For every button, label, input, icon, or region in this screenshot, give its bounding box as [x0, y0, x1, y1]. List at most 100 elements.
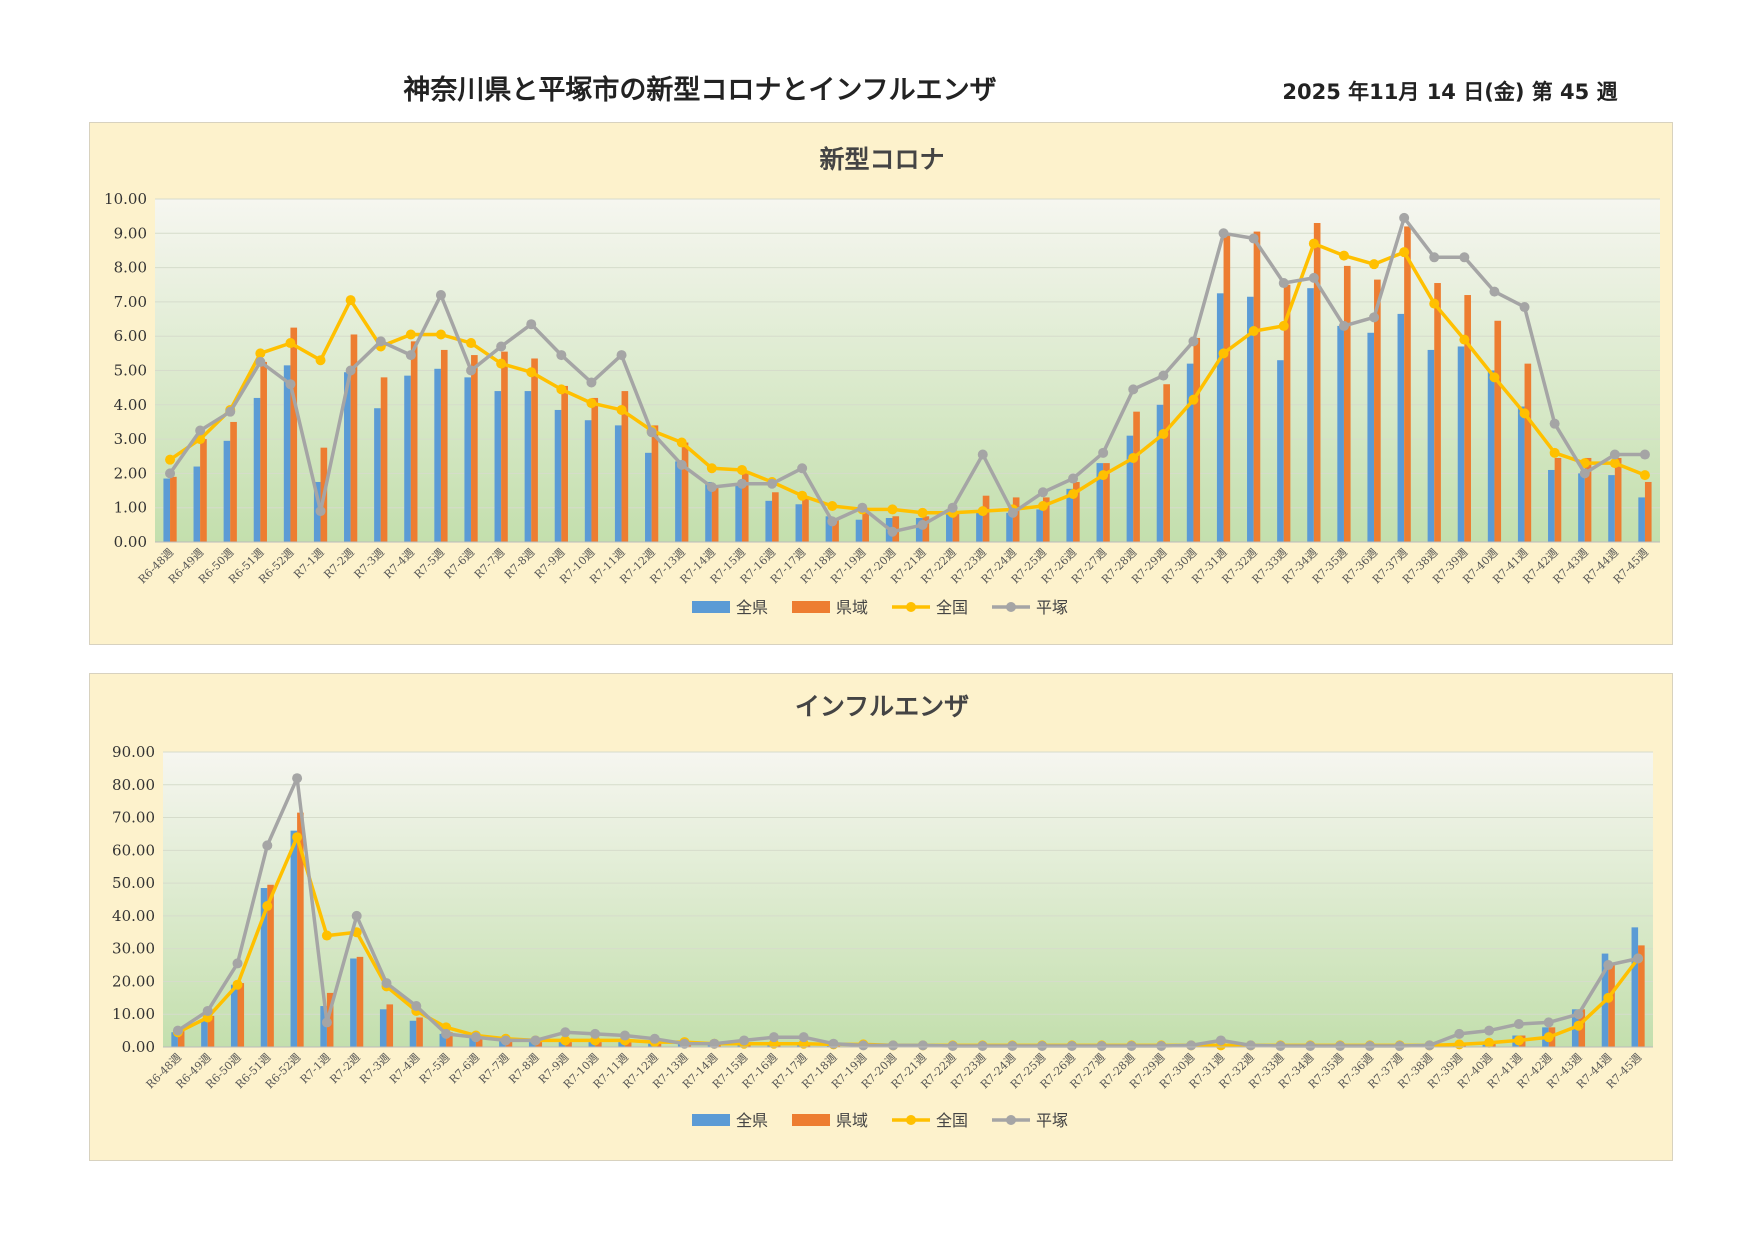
point-hiratsuka: [947, 502, 958, 513]
bar-kenjo: [982, 495, 990, 542]
bar-kenjo: [267, 884, 274, 1047]
bar-zenken: [976, 511, 983, 542]
legend-marker: [906, 1115, 916, 1125]
point-hiratsuka: [1454, 1028, 1465, 1039]
point-zenkoku: [706, 463, 717, 474]
bar-kenjo: [297, 812, 304, 1047]
point-hiratsuka: [1338, 320, 1349, 331]
y-tick-label: 3.00: [114, 430, 147, 448]
bar-kenjo: [1313, 223, 1321, 542]
point-zenkoku: [315, 355, 326, 366]
bar-kenjo: [1464, 295, 1471, 542]
point-hiratsuka: [590, 1028, 601, 1039]
x-tick-label: R7-6週: [442, 546, 477, 581]
bar-kenjo: [200, 439, 207, 542]
x-tick-label: R7-8週: [502, 546, 537, 581]
bar-kenjo: [1614, 457, 1622, 542]
bar-zenken: [554, 409, 562, 542]
bar-zenken: [825, 516, 833, 542]
point-zenkoku: [1454, 1039, 1465, 1050]
bar-zenken: [946, 512, 953, 542]
line-hiratsuka: [168, 216, 1645, 534]
covid-chart-panel: 新型コロナ 0.00 1.00 2.00 3.00 4.00 5.00 6.00 7.00 8.0…: [89, 122, 1673, 645]
bar-kenjo: [207, 1015, 215, 1047]
bar-zenken: [1631, 927, 1639, 1047]
bar-zenken: [409, 1020, 417, 1047]
x-tick-label: R7-1週: [291, 546, 326, 581]
bar-kenjo: [230, 421, 237, 542]
bar-zenken: [464, 377, 472, 542]
bar-zenken: [1066, 488, 1074, 542]
bar-zenken: [469, 1037, 476, 1047]
bar-zenken: [675, 461, 682, 542]
y-tick-label: 9.00: [114, 224, 147, 242]
report-date: 2025 年11月 14 日(金) 第 45 週: [1282, 80, 1618, 104]
point-hiratsuka: [1369, 312, 1380, 323]
x-tick-label: R7-2週: [327, 1051, 362, 1086]
bar-kenjo: [471, 355, 478, 542]
bar-zenken: [614, 425, 622, 542]
point-hiratsuka: [165, 468, 176, 479]
point-hiratsuka: [351, 910, 362, 921]
legend-item-zenkoku: 全国: [892, 1111, 968, 1130]
bar-zenken: [201, 1019, 208, 1047]
bar-zenken: [1216, 293, 1224, 542]
bar-zenken: [163, 478, 171, 542]
bar-kenjo: [952, 511, 960, 542]
bar-kenjo: [1434, 283, 1441, 542]
bar-zenken: [735, 485, 742, 542]
point-hiratsuka: [977, 449, 988, 460]
y-tick-label: 6.00: [114, 327, 147, 345]
bar-kenjo: [1584, 457, 1592, 542]
point-hiratsuka: [1186, 1040, 1197, 1051]
point-zenkoku: [262, 901, 273, 912]
x-tick-label: R7-5週: [417, 1051, 452, 1086]
point-zenkoku: [345, 295, 356, 306]
legend-label: 全県: [736, 1111, 768, 1130]
point-hiratsuka: [798, 1032, 809, 1043]
point-hiratsuka: [441, 1028, 452, 1039]
point-zenkoku: [1429, 298, 1440, 309]
bar-zenken: [765, 500, 773, 542]
x-tick-label: R7-4週: [382, 546, 417, 581]
point-zenkoku: [526, 367, 537, 378]
x-tick-label: R7-3週: [357, 1051, 392, 1086]
bar-zenken: [350, 958, 357, 1047]
y-tick-label: 10.00: [112, 1005, 155, 1023]
bar-kenjo: [802, 497, 809, 542]
bar-zenken: [705, 481, 712, 542]
y-tick-label: 7.00: [114, 293, 147, 311]
legend-swatch: [692, 601, 730, 613]
y-tick-label: 60.00: [112, 841, 155, 859]
bar-zenken: [915, 517, 923, 542]
point-hiratsuka: [676, 459, 687, 470]
point-hiratsuka: [739, 1035, 750, 1046]
point-zenkoku: [466, 338, 477, 349]
point-hiratsuka: [1126, 1041, 1137, 1052]
point-hiratsuka: [1188, 336, 1199, 347]
point-hiratsuka: [1399, 212, 1410, 223]
point-hiratsuka: [526, 319, 537, 330]
bar-kenjo: [1133, 411, 1140, 542]
bar-kenjo: [380, 377, 388, 542]
bar-zenken: [374, 408, 381, 542]
y-tick-label: 70.00: [112, 809, 155, 827]
legend-label: 全国: [936, 1111, 968, 1130]
bar-kenjo: [475, 1037, 483, 1047]
bar-zenken: [434, 368, 441, 542]
point-zenkoku: [616, 404, 627, 415]
bar-kenjo: [501, 351, 508, 542]
point-hiratsuka: [1096, 1041, 1107, 1052]
bar-zenken: [1096, 463, 1104, 542]
point-zenkoku: [1484, 1037, 1495, 1048]
y-tick-label: 90.00: [112, 743, 155, 761]
point-hiratsuka: [1459, 252, 1470, 263]
point-hiratsuka: [1549, 418, 1560, 429]
legend-marker: [1006, 602, 1016, 612]
point-hiratsuka: [828, 1038, 839, 1049]
chart-title: インフルエンザ: [795, 692, 969, 721]
point-zenkoku: [1459, 334, 1470, 345]
point-hiratsuka: [1579, 468, 1590, 479]
bar-zenken: [1367, 332, 1375, 542]
point-zenkoku: [1609, 458, 1620, 469]
